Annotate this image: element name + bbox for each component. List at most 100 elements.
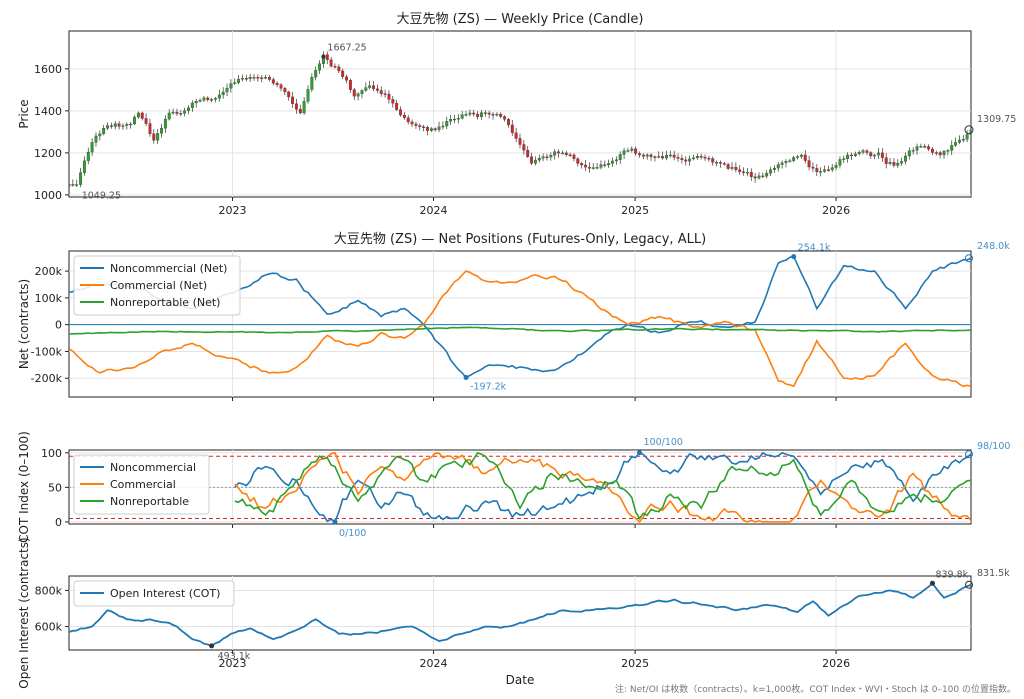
min-marker <box>463 374 469 380</box>
candle-body <box>599 164 603 168</box>
candle-body <box>453 118 456 121</box>
candle-body <box>476 113 480 117</box>
candle-body <box>422 126 426 128</box>
candle-body <box>94 135 98 143</box>
candle-body <box>653 156 657 158</box>
candle-body <box>718 162 722 164</box>
candle-body <box>799 154 803 157</box>
candle-body <box>726 164 730 169</box>
candle-body <box>572 154 576 159</box>
candle-body <box>842 158 846 160</box>
y-tick-label: 0 <box>55 319 62 332</box>
candle-body <box>584 164 587 168</box>
candle-body <box>356 93 360 97</box>
x-tick-label: 2023 <box>219 204 247 217</box>
legend-label: Noncommercial (Net) <box>110 262 227 275</box>
candle-body <box>738 169 742 172</box>
legend-label: Open Interest (COT) <box>110 587 220 600</box>
candle-body <box>553 151 557 156</box>
candle-body <box>826 169 830 171</box>
candle-body <box>957 139 961 143</box>
y-axis-label: COT Index (0–100) <box>17 431 31 543</box>
candle-body <box>514 132 518 139</box>
candle-body <box>480 112 483 117</box>
candle-body <box>190 102 194 108</box>
candle-body <box>71 184 75 186</box>
min-marker <box>209 643 215 649</box>
y-tick-label: 1400 <box>34 105 62 118</box>
candle-body <box>499 113 503 117</box>
candle-body <box>325 54 329 60</box>
candle-body <box>568 154 572 156</box>
candle-body <box>302 101 306 114</box>
min-annotation: 493.1k <box>218 651 251 662</box>
candle-body <box>915 146 919 151</box>
candle-body <box>241 78 244 80</box>
candle-body <box>298 109 302 114</box>
candle-body <box>688 158 692 162</box>
y-tick-label: -100k <box>31 345 63 358</box>
panel-title: 大豆先物 (ZS) — Weekly Price (Candle) <box>397 12 644 27</box>
candle-body <box>364 87 368 91</box>
candle-body <box>136 112 140 118</box>
legend-box <box>73 454 210 515</box>
candle-body <box>815 168 819 172</box>
candle-body <box>753 176 757 179</box>
candle-body <box>248 77 252 79</box>
legend-box <box>73 580 235 607</box>
candle-body <box>375 88 379 91</box>
candle-body <box>294 103 298 110</box>
y-tick-label: 1600 <box>34 63 62 76</box>
candle-body <box>780 162 784 165</box>
candle-body <box>954 142 958 146</box>
max-annotation: 254.1k <box>798 243 831 254</box>
candle-body <box>510 124 514 133</box>
candle-body <box>171 111 175 114</box>
candle-body <box>410 121 414 125</box>
legend-label: Nonreportable <box>110 495 189 508</box>
candle-body <box>79 172 83 185</box>
candle-body <box>622 150 626 155</box>
candle-body <box>649 154 653 157</box>
candle-body <box>638 153 641 156</box>
plot-frame <box>68 30 972 198</box>
candle-body <box>395 103 399 110</box>
candle-body <box>934 152 938 154</box>
max-marker <box>929 580 935 586</box>
candle-body <box>329 59 333 67</box>
candle-body <box>931 148 934 153</box>
candle-body <box>337 66 341 72</box>
max-marker <box>636 450 642 456</box>
candle-body <box>699 156 703 158</box>
candle-body <box>772 167 776 170</box>
candle-body <box>198 100 202 102</box>
candle-body <box>618 154 622 160</box>
candle-body <box>264 77 268 79</box>
candle-body <box>892 162 896 166</box>
candle-body <box>202 97 206 101</box>
panel-title: 大豆先物 (ZS) — Net Positions (Futures-Only,… <box>334 232 706 247</box>
candle-body <box>237 79 241 83</box>
candle-body <box>645 154 649 157</box>
candle-body <box>560 152 564 155</box>
candle-body <box>214 98 217 100</box>
candle-body <box>838 159 842 166</box>
candle-body <box>179 113 183 115</box>
candle-body <box>445 121 449 127</box>
candle-body <box>406 117 410 123</box>
candle-body <box>306 89 310 102</box>
candle-body <box>769 169 773 174</box>
candle-body <box>275 83 279 85</box>
candle-body <box>109 125 113 127</box>
candle-body <box>75 184 79 186</box>
candle-body <box>742 171 746 173</box>
candle-body <box>187 107 190 111</box>
candle-body <box>341 70 345 77</box>
candle-body <box>483 112 487 114</box>
legend-label: Commercial <box>110 478 176 491</box>
candle-body <box>194 101 198 104</box>
candle-body <box>711 158 715 163</box>
candle-body <box>695 156 699 159</box>
x-axis-label: Date <box>506 673 535 687</box>
